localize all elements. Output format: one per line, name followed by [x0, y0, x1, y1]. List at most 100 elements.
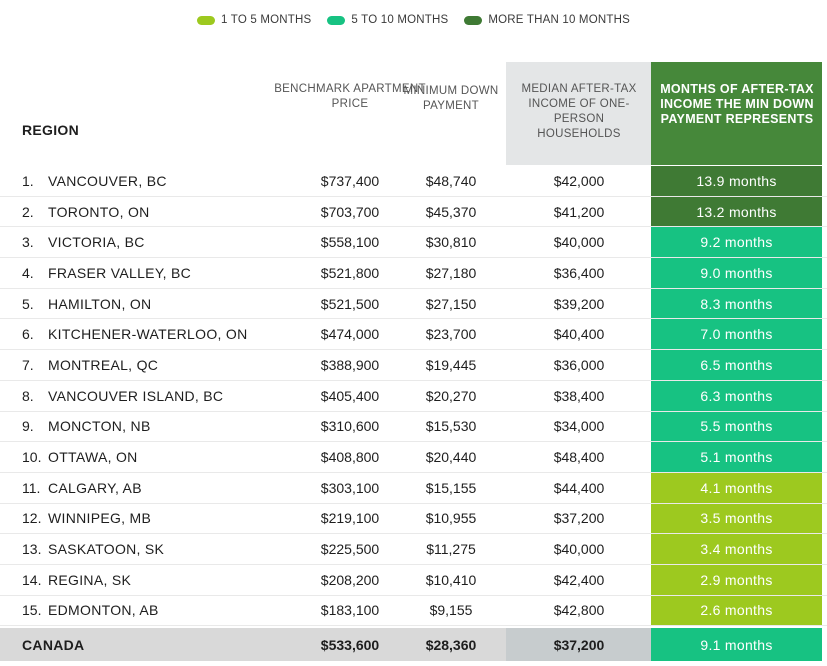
- total-row-income-background: [506, 628, 651, 661]
- row-down-payment: $10,410: [425, 571, 477, 588]
- table-row: 1. VANCOUVER, BC $737,400 $48,740 $42,000 13.…: [0, 166, 827, 197]
- row-region: SASKATOON, SK: [48, 541, 165, 558]
- row-region: VANCOUVER, BC: [48, 172, 167, 189]
- row-region: CALGARY, AB: [48, 479, 142, 496]
- table-row: 13. SASKATOON, SK $225,500 $11,275 $40,000 3.…: [0, 534, 827, 565]
- table-row: 5. HAMILTON, ON $521,500 $27,150 $39,200 8.3 …: [0, 288, 827, 320]
- table-row: 2. TORONTO, ON $703,700 $45,370 $41,200 13.2 …: [0, 196, 827, 228]
- total-price: $533,600: [320, 636, 380, 653]
- row-down-payment: $23,700: [425, 326, 477, 343]
- row-price: $405,400: [320, 387, 380, 404]
- row-rank: 13.: [22, 541, 42, 558]
- row-rank: 6.: [22, 326, 34, 343]
- row-rank: 1.: [22, 172, 34, 189]
- row-down-payment: $27,150: [425, 295, 477, 312]
- months-column-header: MONTHS OF AFTER-TAX INCOME THE MIN DOWN …: [660, 82, 814, 126]
- row-rank: 11.: [22, 479, 41, 496]
- table-body: 1. VANCOUVER, BC $737,400 $48,740 $42,000 13.…: [0, 166, 827, 627]
- row-income: $41,200: [553, 203, 605, 220]
- row-price: $521,800: [320, 264, 380, 281]
- table-row: 4. FRASER VALLEY, BC $521,800 $27,180 $36,40…: [0, 258, 827, 289]
- row-income: $36,000: [553, 356, 605, 373]
- row-months: 8.3 months: [651, 288, 822, 319]
- row-rank: 9.: [22, 418, 34, 435]
- row-rank: 7.: [22, 356, 34, 373]
- row-price: $388,900: [320, 356, 380, 373]
- row-region: KITCHENER-WATERLOO, ON: [48, 326, 248, 343]
- table-row: 12. WINNIPEG, MB $219,100 $10,955 $37,200 3.5…: [0, 503, 827, 535]
- price-column-header: BENCHMARK APARTMENT PRICE: [274, 83, 426, 110]
- table-row: 7. MONTREAL, QC $388,900 $19,445 $36,000 6.5 …: [0, 350, 827, 381]
- legend-label: 1 TO 5 MONTHS: [221, 14, 312, 26]
- row-rank: 3.: [22, 234, 34, 251]
- row-months: 13.2 months: [651, 196, 822, 227]
- row-months: 2.9 months: [651, 564, 822, 595]
- legend-item: 1 TO 5 MONTHS: [197, 14, 311, 26]
- row-down-payment: $20,440: [425, 449, 477, 466]
- row-income: $42,800: [553, 602, 605, 619]
- row-region: TORONTO, ON: [48, 203, 150, 220]
- row-region: MONTREAL, QC: [48, 356, 159, 373]
- row-price: $219,100: [320, 510, 380, 527]
- income-header-background: [506, 62, 651, 165]
- row-price: $225,500: [320, 541, 380, 558]
- row-price: $408,800: [320, 449, 380, 466]
- row-income: $48,400: [553, 449, 605, 466]
- row-price: $737,400: [320, 172, 380, 189]
- table-row: 11. CALGARY, AB $303,100 $15,155 $44,400 4.1 …: [0, 472, 827, 504]
- row-months: 9.2 months: [651, 227, 822, 258]
- row-income: $38,400: [553, 387, 605, 404]
- row-months: 13.9 months: [651, 166, 822, 196]
- row-down-payment: $20,270: [425, 387, 477, 404]
- total-row-background: [0, 628, 506, 661]
- row-region: OTTAWA, ON: [48, 449, 138, 466]
- row-region: MONCTON, NB: [48, 418, 151, 435]
- row-income: $37,200: [553, 510, 605, 527]
- legend-swatch: [197, 15, 216, 25]
- row-down-payment: $19,445: [425, 356, 477, 373]
- row-price: $521,500: [320, 295, 380, 312]
- row-months: 6.3 months: [651, 380, 822, 411]
- row-price: $558,100: [320, 234, 380, 251]
- row-price: $310,600: [320, 418, 380, 435]
- row-income: $40,400: [553, 326, 605, 343]
- table-row: 3. VICTORIA, BC $558,100 $30,810 $40,000 9.2 …: [0, 227, 827, 259]
- row-months: 3.5 months: [651, 503, 822, 534]
- total-region: CANADA: [22, 636, 85, 653]
- row-months: 2.6 months: [651, 595, 822, 626]
- total-down-payment: $28,360: [425, 636, 477, 653]
- row-price: $183,100: [320, 602, 380, 619]
- row-income: $39,200: [553, 295, 605, 312]
- row-region: VANCOUVER ISLAND, BC: [48, 387, 224, 404]
- row-months: 5.5 months: [651, 411, 822, 442]
- row-region: FRASER VALLEY, BC: [48, 264, 192, 281]
- row-income: $40,000: [553, 541, 605, 558]
- table-row: 8. VANCOUVER ISLAND, BC $405,400 $20,270 $38…: [0, 380, 827, 412]
- row-income: $44,400: [553, 479, 605, 496]
- row-down-payment: $11,275: [426, 541, 476, 558]
- legend-label: MORE THAN 10 MONTHS: [488, 14, 630, 26]
- row-rank: 15.: [22, 602, 42, 619]
- row-income: $40,000: [553, 234, 605, 251]
- legend-item: MORE THAN 10 MONTHS: [464, 14, 630, 26]
- row-income: $34,000: [553, 418, 605, 435]
- table-row: 9. MONCTON, NB $310,600 $15,530 $34,000 5.5 m…: [0, 411, 827, 443]
- table-row: 6. KITCHENER-WATERLOO, ON $474,000 $23,700 $…: [0, 319, 827, 351]
- months-header-background: [651, 62, 822, 165]
- row-region: REGINA, SK: [48, 571, 132, 588]
- row-rank: 4.: [22, 264, 34, 281]
- total-income: $37,200: [553, 636, 605, 653]
- row-income: $42,400: [553, 571, 605, 588]
- row-down-payment: $48,740: [425, 172, 477, 189]
- row-price: $303,100: [320, 479, 380, 496]
- row-rank: 12.: [22, 510, 42, 527]
- region-column-header: REGION: [22, 122, 80, 138]
- row-rank: 10.: [22, 449, 42, 466]
- row-income: $42,000: [553, 172, 605, 189]
- income-column-header: MEDIAN AFTER-TAX INCOME OF ONE-PERSON HO…: [521, 83, 637, 140]
- row-region: HAMILTON, ON: [48, 295, 152, 312]
- row-region: WINNIPEG, MB: [48, 510, 152, 527]
- table-row: 14. REGINA, SK $208,200 $10,410 $42,400 2.9 m…: [0, 564, 827, 596]
- row-rank: 2.: [22, 203, 34, 220]
- legend-item: 5 TO 10 MONTHS: [327, 14, 448, 26]
